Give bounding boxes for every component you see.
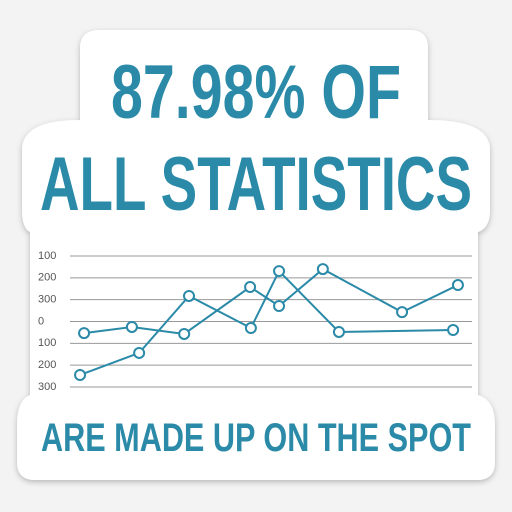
y-tick-label: 200 (38, 359, 56, 371)
point (244, 322, 257, 335)
point (178, 327, 191, 340)
annotation: ARE MADE UP ON THE SPOT (41, 416, 471, 460)
chart-title: 87.98% OF (111, 50, 401, 135)
point (125, 320, 138, 333)
point (133, 346, 146, 359)
point (316, 263, 329, 276)
point (273, 265, 286, 278)
y-tick-label: 0 (38, 315, 44, 327)
y-tick-label: 100 (38, 337, 56, 349)
sticker-background (17, 30, 495, 480)
y-tick-label: 300 (38, 294, 56, 306)
line (83, 267, 459, 335)
chart-subtitle: ALL STATISTICS (40, 142, 472, 227)
point (244, 281, 257, 294)
point (451, 279, 464, 292)
point (78, 327, 91, 340)
point (273, 299, 286, 312)
point (182, 289, 195, 302)
y-tick-label: 300 (38, 381, 56, 393)
y-tick-label: 200 (38, 272, 56, 284)
point (74, 368, 87, 381)
y-tick-label: 100 (38, 250, 56, 262)
point (396, 306, 409, 319)
point (447, 324, 460, 337)
point (332, 325, 345, 338)
